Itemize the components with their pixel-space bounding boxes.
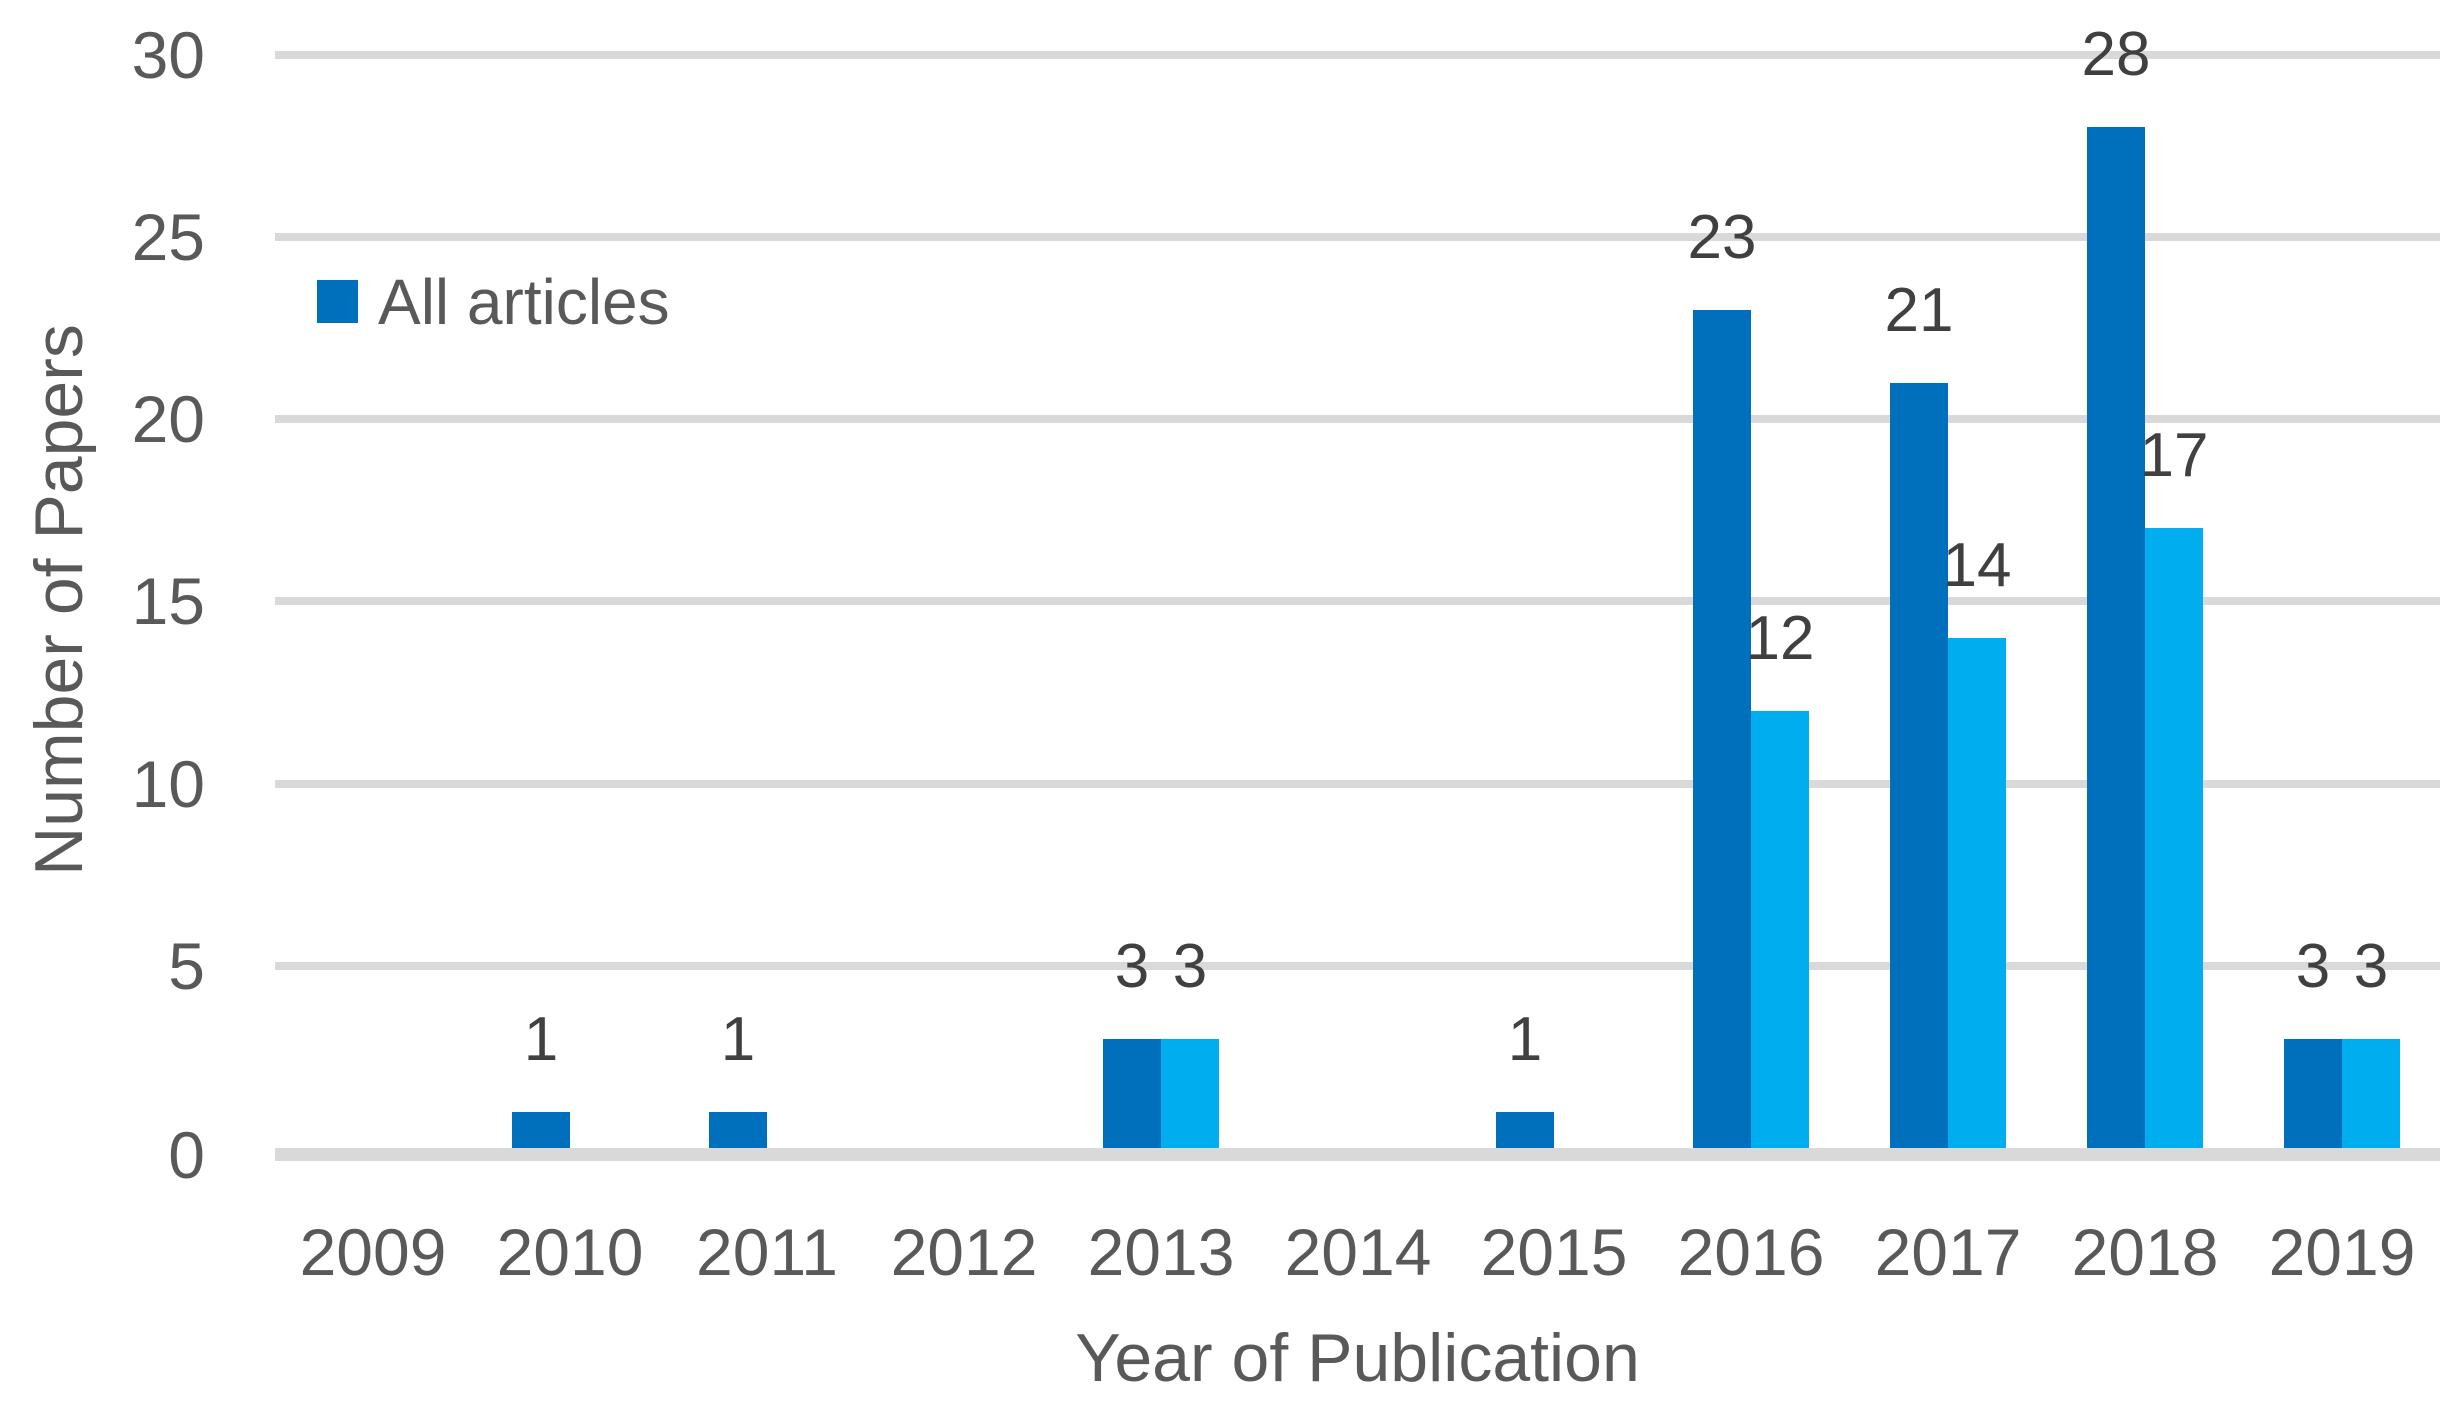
bar-2013-all-articles [1103,1039,1161,1148]
bar-2018-all-articles [2087,127,2145,1148]
x-tick-label: 2010 [496,1215,644,1289]
y-tick-label: 15 [131,564,205,638]
y-tick-label: 20 [131,382,205,456]
x-tick-label: 2009 [299,1215,447,1289]
bar-2015-all-articles [1496,1112,1554,1148]
bar-2016-series2 [1751,711,1809,1148]
bar-value-label: 3 [2295,932,2331,1001]
x-tick-label: 2018 [2071,1215,2219,1289]
bar-2019-all-articles [2284,1039,2342,1148]
bar-value-label: 3 [1172,932,1208,1001]
bar-value-label: 17 [2139,421,2209,490]
y-tick-label: 5 [168,929,205,1003]
bar-value-label: 1 [523,1005,559,1074]
bar-value-label: 1 [720,1005,756,1074]
bar-value-label: 12 [1745,604,1815,673]
legend-label: All articles [378,265,670,338]
gridline [275,233,2440,241]
gridline [275,597,2440,605]
bar-value-label: 14 [1942,531,2012,600]
bar-value-label: 3 [1114,932,1150,1001]
x-tick-label: 2016 [1677,1215,1825,1289]
bar-2017-all-articles [1890,383,1948,1148]
gridline [275,415,2440,423]
y-tick-label: 0 [168,1118,205,1192]
bar-value-label: 28 [2081,20,2151,89]
gridline [275,51,2440,59]
x-tick-label: 2015 [1480,1215,1628,1289]
bar-2010-all-articles [512,1112,570,1148]
x-tick-label: 2012 [890,1215,1038,1289]
x-axis-line [275,1148,2440,1161]
bar-2017-series2 [1948,638,2006,1148]
y-tick-label: 25 [131,200,205,274]
x-tick-label: 2019 [2268,1215,2416,1289]
bar-2013-series2 [1161,1039,1219,1148]
bar-value-label: 3 [2353,932,2389,1001]
y-tick-label: 30 [131,18,205,92]
bar-value-label: 1 [1507,1005,1543,1074]
x-tick-label: 2014 [1284,1215,1432,1289]
bar-2018-series2 [2145,528,2203,1148]
x-tick-label: 2013 [1087,1215,1235,1289]
bar-2016-all-articles [1693,310,1751,1148]
bar-2011-all-articles [709,1112,767,1148]
bar-2019-series2 [2342,1039,2400,1148]
legend: All articles [317,270,670,334]
legend-marker-square-icon [317,280,358,323]
bar-value-label: 21 [1884,276,1954,345]
x-tick-label: 2011 [696,1215,838,1289]
gridline [275,962,2440,970]
bar-value-label: 23 [1687,203,1757,272]
x-axis-title: Year of Publication [1075,1320,1640,1396]
y-tick-label: 10 [131,747,205,821]
gridline [275,780,2440,788]
x-tick-label: 2017 [1874,1215,2022,1289]
